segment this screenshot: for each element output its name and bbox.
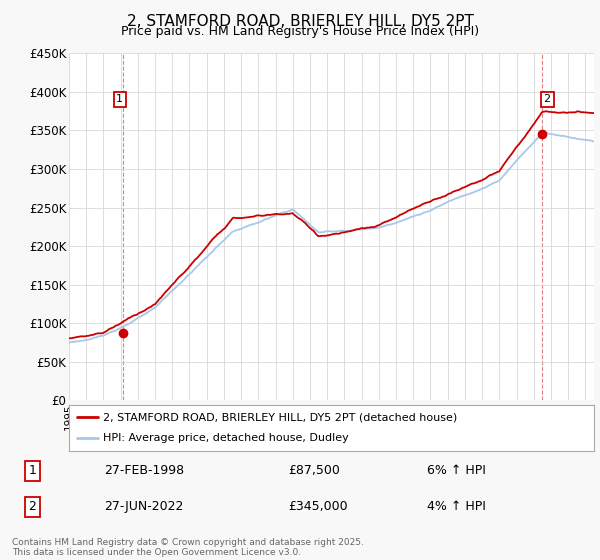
Text: Contains HM Land Registry data © Crown copyright and database right 2025.
This d: Contains HM Land Registry data © Crown c… [12,538,364,557]
Text: 2: 2 [544,95,551,105]
Text: HPI: Average price, detached house, Dudley: HPI: Average price, detached house, Dudl… [103,433,349,444]
Text: 6% ↑ HPI: 6% ↑ HPI [427,464,485,478]
Text: 27-JUN-2022: 27-JUN-2022 [104,500,184,513]
Text: 2, STAMFORD ROAD, BRIERLEY HILL, DY5 2PT (detached house): 2, STAMFORD ROAD, BRIERLEY HILL, DY5 2PT… [103,412,457,422]
Text: 4% ↑ HPI: 4% ↑ HPI [427,500,485,513]
Text: 2, STAMFORD ROAD, BRIERLEY HILL, DY5 2PT: 2, STAMFORD ROAD, BRIERLEY HILL, DY5 2PT [127,14,473,29]
Text: Price paid vs. HM Land Registry's House Price Index (HPI): Price paid vs. HM Land Registry's House … [121,25,479,38]
Text: 1: 1 [28,464,36,478]
Text: 1: 1 [116,95,123,105]
Text: £345,000: £345,000 [289,500,348,513]
Text: 27-FEB-1998: 27-FEB-1998 [104,464,184,478]
Text: 2: 2 [28,500,36,513]
Text: £87,500: £87,500 [289,464,340,478]
